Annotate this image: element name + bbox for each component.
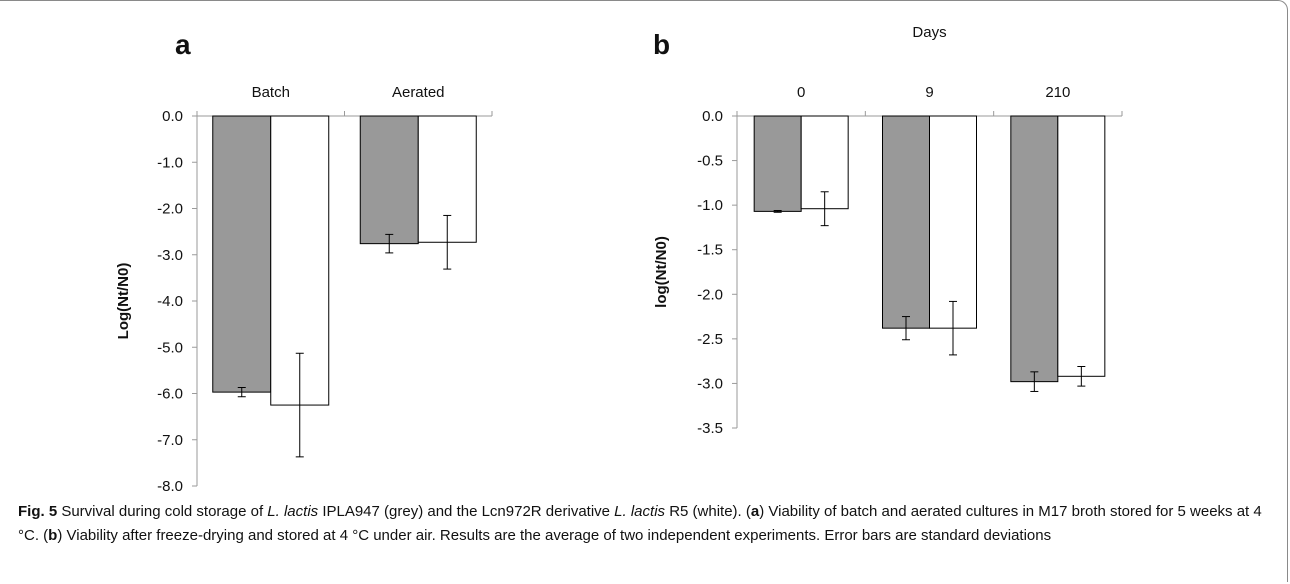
y-tick-label-b-1: -0.5	[697, 153, 723, 170]
y-tick-label-a-1: -1.0	[157, 154, 183, 171]
panel-label-b: b	[653, 29, 670, 60]
y-tick-label-b-0: 0.0	[702, 108, 723, 125]
bar-b-s0-0	[753, 115, 802, 212]
y-tick-label-b-3: -1.5	[697, 242, 723, 259]
y-tick-label-b-5: -2.5	[697, 331, 723, 348]
y-tick-label-b-2: -1.0	[697, 197, 723, 214]
caption-species-1: L. lactis	[267, 503, 319, 520]
figure-charts: a 0.0 -1.0 -2.0 -3.0 -4.0 -5.0 -6.0 -7.0 -8.0 Batc…	[115, 24, 1123, 495]
category-label-a-0: Batch	[252, 84, 290, 101]
caption-panel-b-ref: b	[48, 527, 58, 544]
bar-b-s0-2	[1010, 115, 1059, 383]
caption-text-1: Survival during cold storage of	[57, 503, 268, 520]
y-tick-label-b-4: -2.0	[697, 286, 723, 303]
caption-text-4: ) Viability of batch and aerated culture…	[18, 503, 1262, 544]
category-label-a-1: Aerated	[392, 84, 445, 101]
y-tick-label-a-3: -3.0	[157, 247, 183, 264]
y-axis-label-b: log(Nt/N0)	[653, 236, 670, 308]
y-tick-label-a-7: -7.0	[157, 432, 183, 449]
panel-label-a: a	[175, 29, 191, 60]
caption-figure-label: Fig. 5	[18, 503, 58, 520]
category-label-b-0: 0	[797, 84, 805, 101]
caption-text-5: ) Viability after freeze-drying and stor…	[57, 527, 1052, 544]
y-tick-label-a-2: -2.0	[157, 201, 183, 218]
category-label-b-1: 9	[925, 84, 933, 101]
y-axis-label-a: Log(Nt/N0)	[115, 263, 132, 340]
y-tick-label-a-5: -5.0	[157, 339, 183, 356]
caption-text-3: R5 (white). (	[665, 503, 751, 520]
y-tick-label-a-4: -4.0	[157, 293, 183, 310]
bar-b-s0-1	[882, 115, 930, 329]
x-axis-title-b: Days	[912, 24, 946, 41]
caption-text-2: IPLA947 (grey) and the Lcn972R derivativ…	[318, 503, 615, 520]
y-tick-label-b-6: -3.0	[697, 375, 723, 392]
figure-caption: Fig. 5 Survival during cold storage of L…	[18, 500, 1268, 548]
chart-panel-a: a 0.0 -1.0 -2.0 -3.0 -4.0 -5.0 -6.0 -7.0 -8.0 Batc…	[115, 29, 493, 495]
bar-a-s0-0	[212, 115, 272, 393]
caption-panel-a-ref: a	[750, 503, 760, 520]
y-tick-label-a-6: -6.0	[157, 386, 183, 403]
y-tick-label-a-0: 0.0	[162, 108, 183, 125]
category-label-b-2: 210	[1045, 84, 1070, 101]
chart-panel-b: b 0.0 -0.5 -1.0 -1.5 -2.0 -2.5 -3.0 -3.5 0 9 210 Day…	[653, 24, 1123, 437]
caption-species-2: L. lactis	[614, 503, 666, 520]
bar-b-s1-1	[929, 115, 977, 329]
y-tick-label-b-7: -3.5	[697, 420, 723, 437]
bar-b-s1-2	[1057, 115, 1106, 377]
y-tick-label-a-8: -8.0	[157, 478, 183, 495]
bar-a-s0-1	[359, 115, 419, 245]
